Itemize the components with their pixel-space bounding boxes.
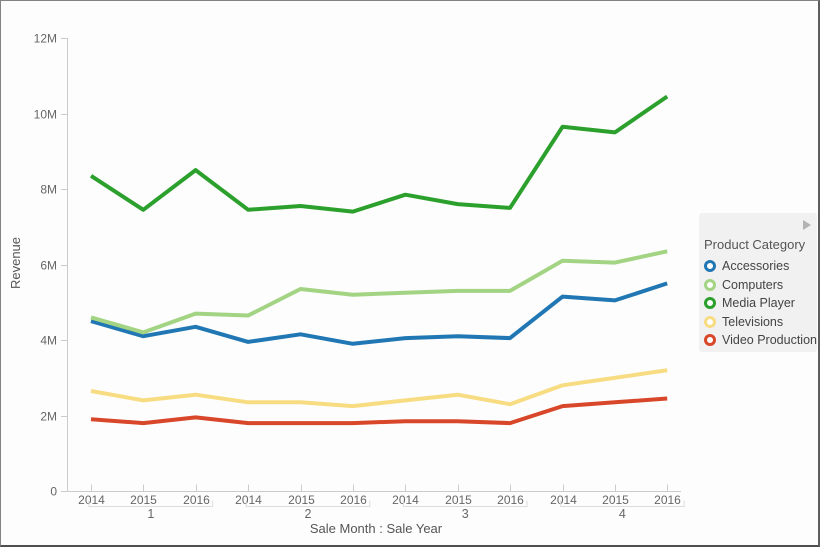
x-year-label: 2016: [340, 493, 367, 507]
x-year-label: 2014: [550, 493, 577, 507]
legend-title: Product Category: [704, 237, 806, 252]
legend-item-label: Computers: [722, 277, 784, 292]
series-line-media-player[interactable]: [89, 94, 669, 214]
month-group-label: 1: [147, 507, 154, 521]
series-line-accessories[interactable]: [90, 281, 668, 346]
legend-marker-computers: [704, 278, 716, 291]
x-year-label: 2014: [235, 493, 262, 507]
series-line-televisions[interactable]: [90, 368, 668, 409]
month-group-bracket: [88, 500, 214, 507]
month-group-bracket: [402, 500, 528, 507]
y-axis-tick-label: 2M: [40, 410, 57, 424]
legend-marker-video-production: [704, 334, 716, 347]
x-year-label: 2016: [497, 493, 524, 507]
x-year-label: 2015: [602, 493, 629, 507]
legend-item-televisions[interactable]: Televisions: [699, 313, 817, 332]
x-year-label: 2014: [392, 493, 419, 507]
legend-marker-accessories: [704, 260, 716, 273]
y-axis-tick-label: 12M: [34, 32, 57, 46]
legend-marker-televisions: [704, 315, 716, 328]
x-year-label: 2016: [654, 493, 681, 507]
y-axis-tick-label: 6M: [40, 259, 57, 273]
legend-item-accessories[interactable]: Accessories: [699, 257, 817, 276]
x-axis-title: Sale Month : Sale Year: [309, 521, 443, 536]
x-year-label: 2016: [183, 493, 210, 507]
x-year-label: 2014: [78, 493, 105, 507]
x-year-label: 2015: [445, 493, 472, 507]
legend-item-computers[interactable]: Computers: [699, 276, 817, 295]
series-line-video-production[interactable]: [90, 396, 668, 426]
series-line-computers[interactable]: [90, 249, 668, 335]
month-group-label: 2: [305, 507, 312, 521]
legend-items: Accessories Computers Media Player Televisi…: [699, 257, 817, 350]
legend-item-label: Video Production: [722, 333, 817, 348]
legend-marker-media-player: [704, 297, 716, 310]
y-axis-tick-label: 8M: [40, 183, 57, 197]
x-year-label: 2015: [130, 493, 157, 507]
legend-item-video-production[interactable]: Video Production: [699, 331, 817, 350]
y-axis-tick-label: 4M: [40, 334, 57, 348]
month-group-label: 3: [462, 507, 469, 521]
month-group-label: 4: [619, 507, 626, 521]
legend-item-label: Accessories: [722, 259, 790, 274]
legend-item-label: Media Player: [722, 296, 795, 311]
chevron-right-icon[interactable]: [803, 220, 811, 230]
month-group-bracket: [245, 500, 371, 507]
legend-panel: Product Category Accessories Computers Med…: [699, 213, 817, 352]
x-year-label: 2015: [288, 493, 315, 507]
y-axis-tick-label: 0: [50, 485, 57, 499]
y-axis-title: Revenue: [8, 236, 23, 290]
legend-item-media-player[interactable]: Media Player: [699, 294, 817, 313]
y-axis-tick-label: 10M: [34, 108, 57, 122]
legend-item-label: Televisions: [722, 314, 784, 329]
month-group-bracket: [560, 500, 685, 507]
